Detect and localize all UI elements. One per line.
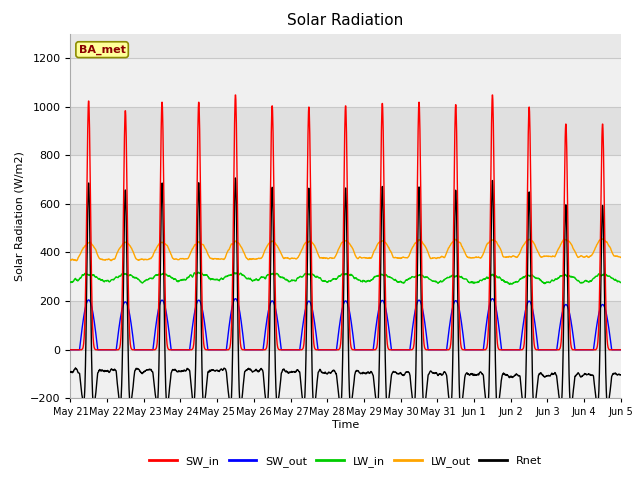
- Bar: [70, 58, 621, 107]
- Bar: [70, 204, 621, 252]
- Rnet: [220, 365, 228, 371]
- Rnet: [374, 404, 381, 409]
- SW_in: [362, 347, 369, 353]
- LW_out: [598, 236, 606, 242]
- Rnet: [569, 395, 577, 400]
- Rnet: [232, 175, 239, 181]
- LW_in: [506, 281, 513, 287]
- Line: LW_out: LW_out: [70, 239, 621, 261]
- Bar: [70, 155, 621, 204]
- LW_in: [67, 279, 74, 285]
- Bar: [70, 107, 621, 155]
- SW_out: [506, 347, 513, 353]
- SW_out: [584, 347, 591, 353]
- SW_out: [617, 347, 625, 353]
- Rnet: [484, 409, 492, 415]
- SW_in: [568, 347, 576, 352]
- SW_in: [67, 347, 74, 353]
- SW_in: [584, 347, 591, 353]
- SW_in: [506, 347, 513, 353]
- LW_out: [220, 256, 228, 262]
- Rnet: [67, 369, 74, 375]
- Rnet: [362, 371, 369, 377]
- Line: SW_in: SW_in: [70, 95, 621, 350]
- Legend: SW_in, SW_out, LW_in, LW_out, Rnet: SW_in, SW_out, LW_in, LW_out, Rnet: [145, 451, 547, 471]
- Bar: [70, 301, 621, 350]
- Line: Rnet: Rnet: [70, 178, 621, 412]
- SW_in: [232, 92, 239, 98]
- LW_in: [220, 275, 228, 280]
- Rnet: [617, 372, 625, 378]
- LW_in: [374, 273, 381, 278]
- SW_in: [220, 347, 228, 353]
- LW_out: [72, 258, 80, 264]
- Rnet: [506, 374, 514, 380]
- Line: LW_in: LW_in: [70, 272, 621, 284]
- SW_in: [617, 347, 625, 353]
- Bar: [70, 350, 621, 398]
- SW_out: [67, 347, 74, 353]
- SW_in: [374, 338, 381, 344]
- LW_in: [362, 279, 369, 285]
- SW_out: [232, 296, 239, 301]
- LW_out: [584, 254, 591, 260]
- LW_out: [374, 241, 381, 247]
- LW_in: [569, 274, 577, 280]
- X-axis label: Time: Time: [332, 420, 359, 430]
- LW_in: [617, 280, 625, 286]
- SW_out: [362, 347, 369, 353]
- LW_in: [195, 269, 202, 275]
- SW_out: [220, 347, 228, 353]
- LW_in: [506, 281, 514, 287]
- LW_in: [584, 279, 592, 285]
- LW_out: [67, 257, 74, 263]
- Rnet: [584, 372, 592, 377]
- SW_out: [568, 327, 576, 333]
- Title: Solar Radiation: Solar Radiation: [287, 13, 404, 28]
- Line: SW_out: SW_out: [70, 299, 621, 350]
- Y-axis label: Solar Radiation (W/m2): Solar Radiation (W/m2): [15, 151, 24, 281]
- LW_out: [568, 243, 576, 249]
- LW_out: [617, 254, 625, 260]
- LW_out: [362, 255, 369, 261]
- LW_out: [506, 254, 513, 260]
- SW_out: [374, 313, 381, 319]
- Bar: [70, 252, 621, 301]
- Text: BA_met: BA_met: [79, 45, 125, 55]
